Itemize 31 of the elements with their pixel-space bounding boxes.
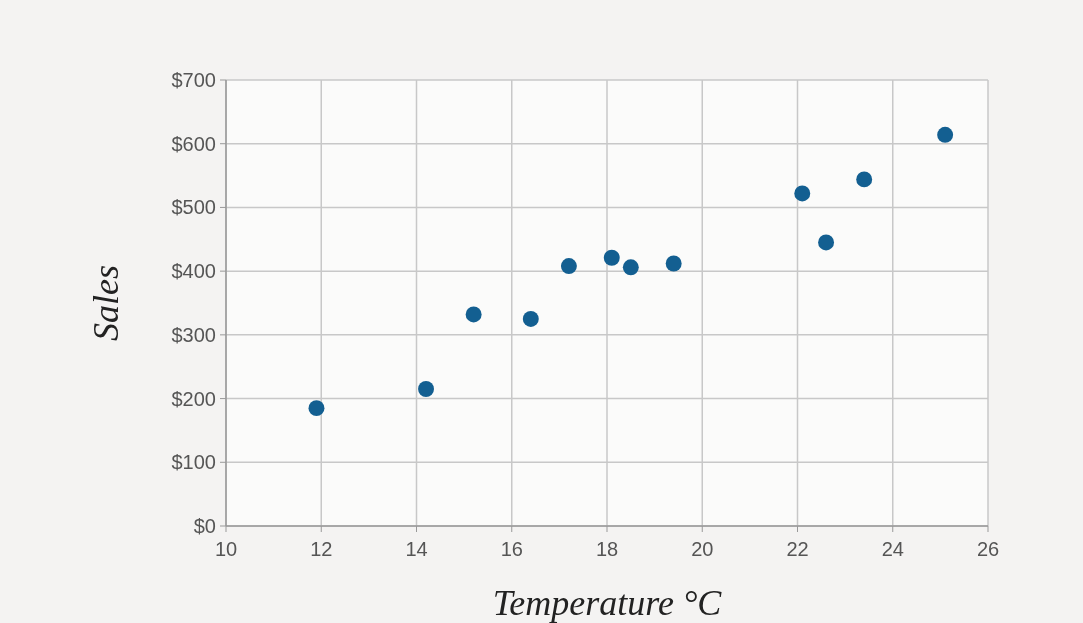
point xyxy=(522,310,539,327)
y-tick-label: $0 xyxy=(193,515,216,537)
point xyxy=(794,185,811,202)
y-tick-label: $600 xyxy=(171,132,216,155)
x-tick-label: 26 xyxy=(976,538,1000,560)
y-tick-label: $500 xyxy=(171,196,216,219)
point xyxy=(418,381,434,397)
point xyxy=(622,259,639,276)
x-tick-label: 14 xyxy=(405,538,428,560)
y-tick-label: $300 xyxy=(171,323,216,346)
x-tick-label: 12 xyxy=(310,538,333,560)
x-tick-label: 20 xyxy=(691,538,714,560)
x-tick-label: 24 xyxy=(881,538,904,560)
x-tick-label: 22 xyxy=(786,538,809,560)
y-tick-label: $100 xyxy=(171,451,216,474)
y-tick-label: $400 xyxy=(171,260,216,283)
point xyxy=(560,258,577,275)
x-axis-title: Temperature °C xyxy=(492,583,723,623)
point xyxy=(937,126,954,143)
y-tick-label: $700 xyxy=(171,69,216,91)
x-tick-label: 10 xyxy=(214,538,238,560)
y-tick-label: $200 xyxy=(171,387,216,410)
x-tick-label: 18 xyxy=(595,538,619,560)
point xyxy=(665,255,682,272)
point xyxy=(465,306,482,323)
point xyxy=(603,249,620,266)
point xyxy=(818,234,835,251)
point xyxy=(308,400,325,417)
x-tick-label: 16 xyxy=(500,538,523,560)
point xyxy=(856,171,873,188)
y-axis-title: Sales xyxy=(86,265,126,341)
